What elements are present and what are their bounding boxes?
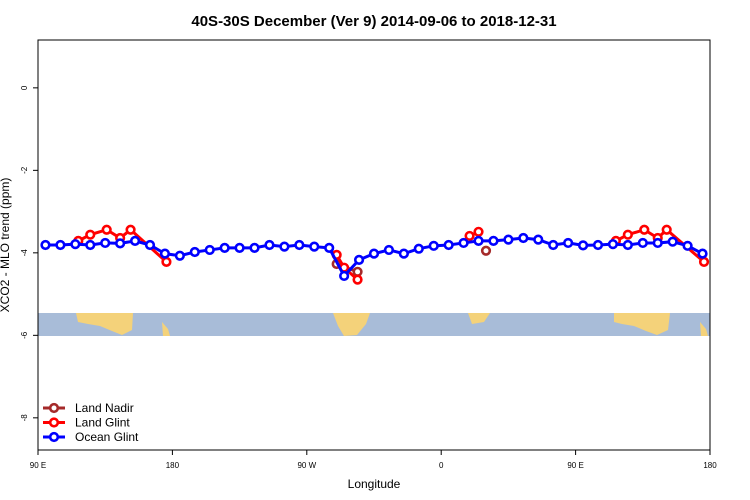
point [473,226,484,237]
point [161,256,172,268]
land [162,322,170,336]
point [101,224,112,235]
point [697,248,708,259]
point [592,239,604,251]
map-strip [38,313,710,336]
point [352,266,363,277]
point [309,241,320,252]
point [294,239,305,251]
land [333,313,370,336]
legend-marker [48,402,60,414]
point [661,224,672,235]
point [622,229,633,240]
point [100,237,111,249]
point [234,242,245,253]
point [637,237,648,249]
legend-marker [48,417,60,428]
legend-label: Land Nadir [75,401,134,415]
point [189,246,200,258]
plot-frame [37,39,711,451]
point [129,235,141,246]
y-tick-label: -2 [20,166,29,174]
legend-label: Ocean Glint [75,430,139,444]
point [249,242,260,253]
x-tick-label: 90 W [297,461,316,470]
point [125,224,136,235]
point [682,240,693,251]
land [468,313,490,324]
point [40,239,51,251]
point [607,239,619,250]
legend-label: Land Glint [75,416,130,430]
chart-title: 40S-30S December (Ver 9) 2014-09-06 to 2… [191,13,556,30]
x-tick-label: 90 E [567,461,583,470]
point [339,270,350,282]
point [622,239,633,251]
point [503,234,514,245]
ocean-band [38,313,710,336]
x-tick-label: 0 [439,461,444,470]
point [473,235,484,246]
point [443,239,454,251]
point [577,240,589,251]
point [464,230,475,242]
x-tick-label: 180 [166,461,180,470]
x-axis-label: Longitude [348,477,401,491]
point [159,248,171,259]
point [85,229,96,240]
point [144,239,156,251]
point [352,274,363,285]
point [488,235,499,246]
x-tick-label: 180 [703,461,717,470]
point [353,254,365,265]
y-tick-label: -8 [20,414,29,422]
point [398,248,409,259]
point [115,238,126,249]
point [548,239,559,251]
point [85,239,96,251]
point [324,242,335,253]
point [55,239,66,251]
point [563,237,574,249]
point [698,256,710,268]
y-tick-label: -6 [20,331,29,339]
land [700,322,708,336]
point [279,241,290,252]
point [652,237,663,249]
point [480,245,492,256]
point [383,244,395,256]
point [174,250,185,261]
point [413,243,424,254]
point [667,236,678,247]
y-tick-label: -4 [20,249,29,257]
point [219,242,230,253]
point [368,248,380,259]
point [639,224,650,235]
point [70,239,81,250]
land [76,313,133,335]
land [614,313,670,335]
point [533,234,544,245]
legend-marker [48,431,60,443]
point [458,237,469,249]
y-tick-label: 0 [20,85,29,90]
point [264,239,275,251]
x-tick-label: 90 E [30,461,46,470]
point [204,244,215,256]
point [518,232,529,244]
y-axis-label: XCO2 - MLO trend (ppm) [0,178,12,313]
point [428,240,439,251]
